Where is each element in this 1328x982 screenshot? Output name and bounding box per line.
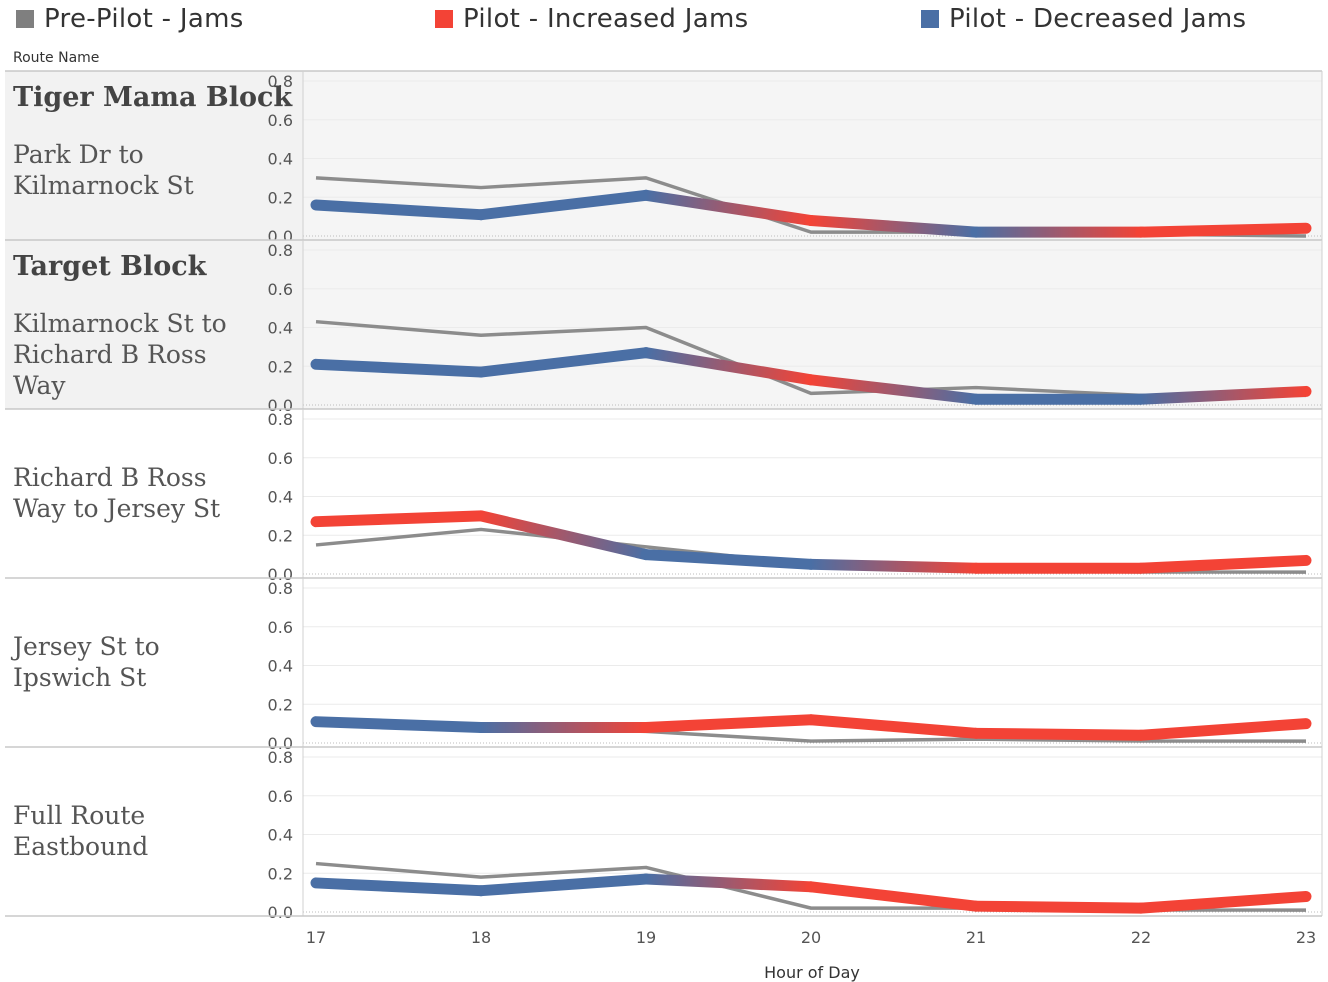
y-tick-label: 0.2	[268, 188, 293, 207]
block-label: Tiger Mama Block	[13, 82, 293, 113]
route-label: Jersey St to	[10, 632, 160, 661]
legend-swatch-prepilot	[16, 10, 34, 28]
y-tick-label: 0.6	[268, 449, 293, 468]
y-tick-label: 0.8	[268, 579, 293, 598]
y-tick-label: 0.6	[268, 111, 293, 130]
pilot-line-segment	[475, 873, 652, 897]
legend-label-prepilot: Pre-Pilot - Jams	[44, 4, 244, 34]
route-label: Way	[13, 371, 66, 400]
pilot-line-segment	[805, 374, 982, 405]
pilot-line-segment	[475, 347, 652, 378]
y-tick-label: 0.4	[268, 488, 293, 507]
y-tick-label: 0.8	[268, 241, 293, 260]
pilot-line-segment	[805, 215, 982, 238]
y-tick-label: 0.2	[268, 695, 293, 714]
route-label: Kilmarnock St	[13, 171, 194, 200]
y-tick-label: 0.8	[268, 72, 293, 91]
route-label: Ipswich St	[13, 663, 146, 692]
legend-label-decreased: Pilot - Decreased Jams	[949, 4, 1247, 34]
y-tick-label: 0.0	[268, 734, 293, 753]
y-tick-label: 0.0	[268, 396, 293, 415]
pilot-line-segment	[475, 189, 652, 221]
x-tick-label: 21	[966, 928, 986, 947]
route-label: Full Route	[13, 801, 145, 830]
y-tick-label: 0.4	[268, 657, 293, 676]
x-tick-label: 20	[801, 928, 821, 947]
pilot-line-segment	[310, 358, 487, 378]
pilot-line-segment	[1135, 718, 1312, 741]
pilot-line-segment	[640, 549, 817, 570]
y-tick-label: 0.6	[268, 280, 293, 299]
y-tick-label: 0.4	[268, 150, 293, 169]
x-tick-label: 23	[1296, 928, 1316, 947]
y-tick-label: 0.4	[268, 319, 293, 338]
pilot-line-segment	[640, 873, 817, 893]
pilot-line-segment	[640, 714, 817, 733]
x-axis-title: Hour of Day	[764, 963, 860, 982]
legend: Pre-Pilot - Jams Pilot - Increased Jams …	[0, 0, 1328, 44]
route-label: Way to Jersey St	[13, 494, 220, 523]
y-tick-label: 0.2	[268, 864, 293, 883]
pilot-line-segment	[310, 716, 487, 733]
y-tick-label: 0.0	[268, 903, 293, 922]
pilot-line-segment	[1135, 554, 1312, 574]
route-label: Eastbound	[13, 832, 148, 861]
pilot-line-segment	[640, 347, 817, 386]
y-tick-label: 0.4	[268, 826, 293, 845]
pilot-line-segment	[1135, 385, 1312, 405]
y-tick-label: 0.2	[268, 357, 293, 376]
route-label: Park Dr to	[13, 140, 144, 169]
x-tick-label: 22	[1131, 928, 1151, 947]
legend-label-increased: Pilot - Increased Jams	[463, 4, 749, 34]
y-tick-label: 0.2	[268, 526, 293, 545]
y-tick-label: 0.6	[268, 787, 293, 806]
route-label: Richard B Ross	[13, 340, 207, 369]
route-label: Richard B Ross	[13, 463, 207, 492]
x-tick-label: 19	[636, 928, 656, 947]
pilot-line-segment	[310, 877, 487, 897]
pilot-line-segment	[475, 510, 652, 561]
pilot-line-segment	[1135, 222, 1312, 238]
pilot-line-segment	[805, 558, 982, 574]
pilot-line-segment	[1135, 891, 1312, 914]
pilot-line-segment	[970, 727, 1147, 741]
legend-item-increased[interactable]: Pilot - Increased Jams	[435, 4, 748, 34]
pilot-line-segment	[805, 714, 982, 739]
legend-swatch-increased	[435, 10, 453, 28]
pilot-line-segment	[805, 881, 982, 912]
legend-item-prepilot[interactable]: Pre-Pilot - Jams	[16, 4, 244, 34]
route-name-header: Route Name	[13, 50, 100, 66]
legend-swatch-decreased	[921, 10, 939, 28]
pilot-line-segment	[970, 900, 1147, 914]
legend-item-decreased[interactable]: Pilot - Decreased Jams	[921, 4, 1246, 34]
pilot-line-segment	[310, 510, 487, 528]
route-label: Kilmarnock St to	[13, 309, 227, 338]
y-tick-label: 0.8	[268, 410, 293, 429]
block-label: Target Block	[13, 251, 208, 282]
y-tick-label: 0.8	[268, 748, 293, 767]
x-tick-label: 18	[471, 928, 491, 947]
pilot-line-segment	[640, 189, 817, 226]
y-tick-label: 0.6	[268, 618, 293, 637]
pilot-line-segment	[310, 199, 487, 221]
x-tick-label: 17	[306, 928, 326, 947]
y-tick-label: 0.0	[268, 565, 293, 584]
